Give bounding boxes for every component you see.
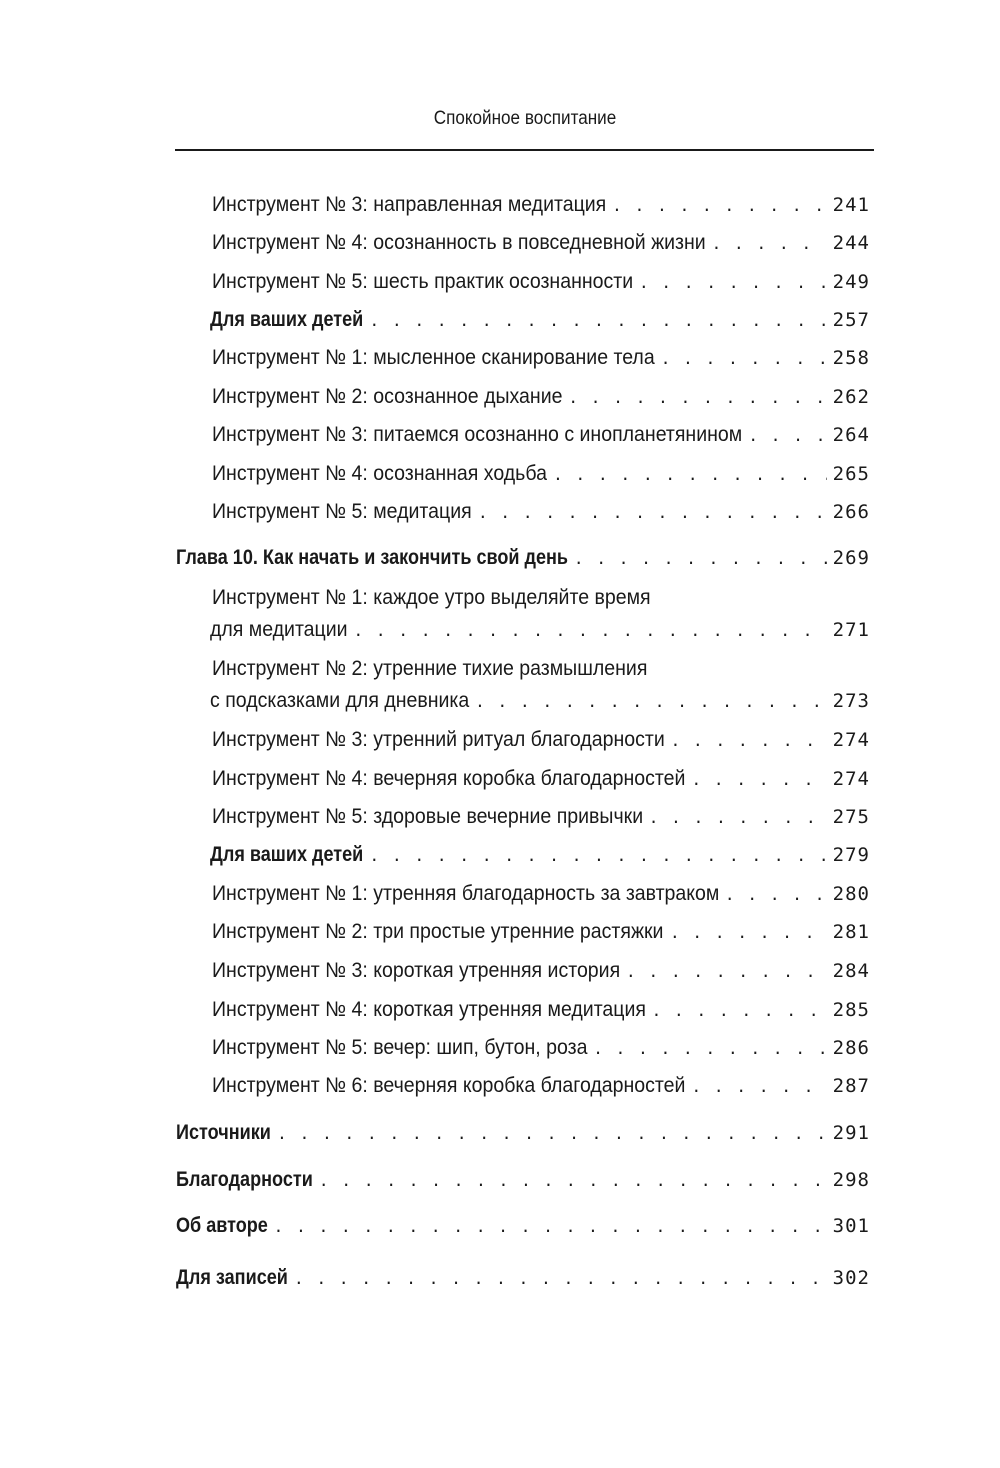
toc-entry-title: Об авторе <box>176 1214 268 1237</box>
dot-leader: . . . . . . . . . . . . . . . . . . . . … <box>369 311 827 330</box>
dot-leader: . . . . . . . . . . . . . . . . . . . . … <box>593 1039 826 1058</box>
toc-entry-page: 258 <box>832 347 870 369</box>
toc-entry-page: 265 <box>832 463 870 485</box>
toc-entry-title: Для ваших детей <box>210 308 364 331</box>
dot-leader: . . . . . . . . . . . . . . . . . . . . … <box>638 273 827 292</box>
dot-leader: . . . . . . . . . . . . . . . . . . . . … <box>475 692 827 711</box>
toc-entry-title: Инструмент № 4: вечерняя коробка благода… <box>212 767 686 790</box>
toc-entry-title: Инструмент № 3: питаемся осознанно с ино… <box>212 423 743 446</box>
toc-entry-title: Глава 10. Как начать и закончить свой де… <box>176 546 569 569</box>
toc-entry-page: 264 <box>832 424 870 446</box>
toc-entry-title: с подсказками для дневника <box>210 689 470 712</box>
toc-entry-title: Для записей <box>176 1266 288 1289</box>
toc-entry-title: Инструмент № 2: утренние тихие размышлен… <box>212 657 648 680</box>
toc-entry-page: 280 <box>832 883 870 905</box>
toc-entry-page: 271 <box>832 619 870 641</box>
header-rule <box>175 149 874 151</box>
dot-leader: . . . . . . . . . . . . . . . . . . . . … <box>651 1001 827 1020</box>
dot-leader: . . . . . . . . . . . . . . . . . . . . … <box>724 885 827 904</box>
toc-entry-title: Инструмент № 5: здоровые вечерние привыч… <box>212 805 644 828</box>
toc-entry-title: Инструмент № 5: вечер: шип, бутон, роза <box>212 1036 588 1059</box>
toc-entry-page: 301 <box>832 1215 870 1237</box>
dot-leader: . . . . . . . . . . . . . . . . . . . . … <box>669 923 827 942</box>
toc-entry-title: Инструмент № 4: осознанность в повседнев… <box>212 231 706 254</box>
dot-leader: . . . . . . . . . . . . . . . . . . . . … <box>369 846 827 865</box>
dot-leader: . . . . . . . . . . . . . . . . . . . . … <box>691 1077 826 1096</box>
dot-leader: . . . . . . . . . . . . . . . . . . . . … <box>626 962 827 981</box>
toc-entry-title: Инструмент № 3: утренний ритуал благодар… <box>212 728 665 751</box>
toc-entry-title: Инструмент № 1: утренняя благодарность з… <box>212 882 720 905</box>
toc-entry-title: Инструмент № 1: каждое утро выделяйте вр… <box>212 586 651 609</box>
dot-leader: . . . . . . . . . . . . . . . . . . . . … <box>573 549 827 568</box>
dot-leader: . . . . . . . . . . . . . . . . . . . . … <box>748 426 827 445</box>
dot-leader: . . . . . . . . . . . . . . . . . . . . … <box>670 731 827 750</box>
toc-entry-title: Инструмент № 6: вечерняя коробка благода… <box>212 1074 686 1097</box>
toc-entry-title: Инструмент № 5: медитация <box>212 500 472 523</box>
toc-entry-page: 244 <box>832 232 870 254</box>
running-head: Спокойное воспитание <box>433 108 617 129</box>
toc-entry-page: 274 <box>832 729 870 751</box>
dot-leader: . . . . . . . . . . . . . . . . . . . . … <box>612 196 827 215</box>
toc-entry-page: 262 <box>832 386 870 408</box>
toc-entry-title: Инструмент № 4: осознанная ходьба <box>212 462 547 485</box>
toc-entry-title: Инструмент № 5: шесть практик осознаннос… <box>212 270 634 293</box>
dot-leader: . . . . . . . . . . . . . . . . . . . . … <box>293 1269 827 1288</box>
toc-entry-page: 285 <box>832 999 870 1021</box>
toc-entry-page: 266 <box>832 501 870 523</box>
dot-leader: . . . . . . . . . . . . . . . . . . . . … <box>648 808 827 827</box>
toc-entry-title: Источники <box>176 1121 271 1144</box>
toc-entry-title: Для ваших детей <box>210 843 364 866</box>
dot-leader: . . . . . . . . . . . . . . . . . . . . … <box>711 234 827 253</box>
dot-leader: . . . . . . . . . . . . . . . . . . . . … <box>353 621 826 640</box>
toc-entry-page: 279 <box>832 844 870 866</box>
toc-entry-page: 291 <box>832 1122 870 1144</box>
toc-entry-title: Инструмент № 3: направленная медитация <box>212 193 607 216</box>
toc-entry-title: Инструмент № 2: три простые утренние рас… <box>212 920 664 943</box>
dot-leader: . . . . . . . . . . . . . . . . . . . . … <box>318 1171 827 1190</box>
toc-entry-page: 273 <box>832 690 870 712</box>
dot-leader: . . . . . . . . . . . . . . . . . . . . … <box>273 1217 827 1236</box>
toc-entry-page: 249 <box>832 271 870 293</box>
toc-entry-page: 298 <box>832 1169 870 1191</box>
toc-entry-title: Инструмент № 4: короткая утренняя медита… <box>212 998 646 1021</box>
toc-entry-page: 284 <box>832 960 870 982</box>
toc-entry-page: 286 <box>832 1037 870 1059</box>
toc-entry-title: Благодарности <box>176 1168 313 1191</box>
toc-entry-title: Инструмент № 2: осознанное дыхание <box>212 385 563 408</box>
toc-entry-page: 257 <box>832 309 870 331</box>
toc-entry-title: Инструмент № 3: короткая утренняя истори… <box>212 959 621 982</box>
toc-entry-title: для медитации <box>210 618 348 641</box>
toc-entry-page: 269 <box>832 547 870 569</box>
toc-entry-page: 274 <box>832 768 870 790</box>
toc-entry-page: 281 <box>832 921 870 943</box>
toc-entry-page: 241 <box>832 194 870 216</box>
toc-entry-page: 275 <box>832 806 870 828</box>
dot-leader: . . . . . . . . . . . . . . . . . . . . … <box>477 503 827 522</box>
dot-leader: . . . . . . . . . . . . . . . . . . . . … <box>660 349 827 368</box>
dot-leader: . . . . . . . . . . . . . . . . . . . . … <box>277 1124 827 1143</box>
toc-entry-title: Инструмент № 1: мысленное сканирование т… <box>212 346 655 369</box>
toc-entry-page: 302 <box>832 1267 870 1289</box>
dot-leader: . . . . . . . . . . . . . . . . . . . . … <box>691 770 826 789</box>
dot-leader: . . . . . . . . . . . . . . . . . . . . … <box>568 388 827 407</box>
dot-leader: . . . . . . . . . . . . . . . . . . . . … <box>553 465 827 484</box>
toc-entry-page: 287 <box>832 1075 870 1097</box>
